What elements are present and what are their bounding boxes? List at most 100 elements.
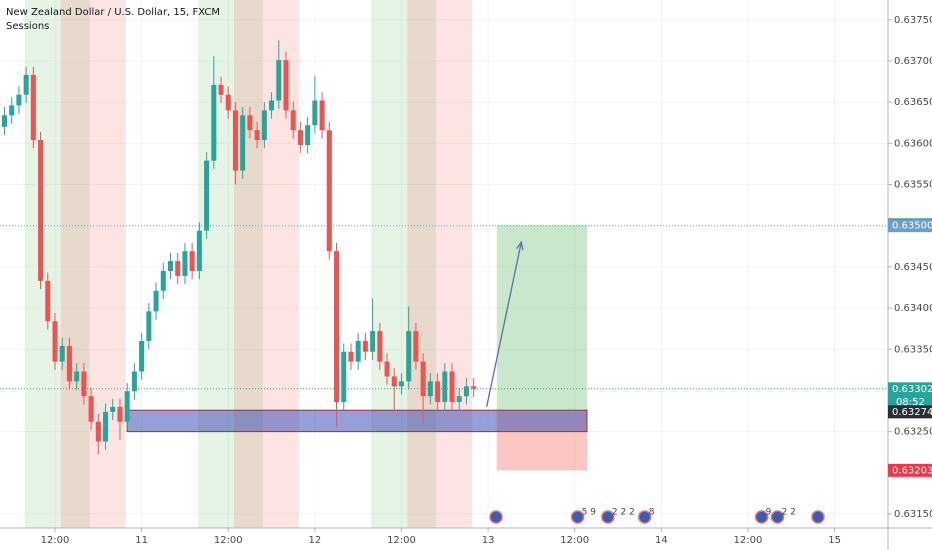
candle-body xyxy=(124,391,130,422)
candle-body xyxy=(45,280,51,322)
event-count: 8 xyxy=(649,508,655,518)
y-tick-label: 0.63650 xyxy=(894,97,932,108)
session-band xyxy=(60,0,126,528)
candle-body xyxy=(384,361,390,377)
candle-body xyxy=(362,341,368,352)
candle-body xyxy=(247,115,253,131)
event-count: 2 2 xyxy=(782,508,796,518)
candle-body xyxy=(175,261,181,276)
session-band xyxy=(407,0,473,528)
price-label: 0.63274 xyxy=(892,407,932,418)
price-label-box xyxy=(888,382,932,409)
y-tick-label: 0.63450 xyxy=(894,262,932,273)
candle-body xyxy=(9,105,15,116)
candle-body xyxy=(269,100,275,111)
candle-body xyxy=(420,361,426,397)
x-tick-label: 13 xyxy=(482,535,495,546)
event-icon[interactable] xyxy=(770,510,785,524)
candle-body xyxy=(81,371,87,397)
x-tick-label: 12:00 xyxy=(41,535,70,546)
y-tick-label: 0.63700 xyxy=(894,56,932,67)
event-icon[interactable] xyxy=(637,510,652,524)
candle-body xyxy=(290,110,296,131)
x-tick-label: 12:00 xyxy=(734,535,763,546)
x-tick-label: 15 xyxy=(828,535,841,546)
event-icon[interactable] xyxy=(570,510,585,524)
candle-body xyxy=(110,406,116,412)
candle-body xyxy=(463,386,469,397)
y-tick-label: 0.63750 xyxy=(894,15,932,26)
candle-body xyxy=(167,261,173,272)
indicator-name: Sessions xyxy=(6,21,49,32)
event-icon[interactable] xyxy=(489,510,503,524)
candle-body xyxy=(160,271,166,291)
candle-body xyxy=(146,311,152,342)
event-count: 9 xyxy=(766,508,772,518)
candle-body xyxy=(23,74,29,95)
event-icon[interactable] xyxy=(754,510,769,524)
countdown: 08:52 xyxy=(896,397,925,408)
candle-body xyxy=(182,251,188,276)
candle-body xyxy=(319,100,325,131)
candle-body xyxy=(406,331,412,382)
candle-body xyxy=(131,371,137,392)
candle-body xyxy=(225,94,231,111)
candle-body xyxy=(211,84,217,161)
candle-body xyxy=(348,351,354,362)
x-tick-label: 11 xyxy=(135,535,148,546)
chart-title: New Zealand Dollar / U.S. Dollar, 15, FX… xyxy=(6,7,220,18)
candle-body xyxy=(297,130,303,145)
candle-body xyxy=(456,396,462,402)
candle-body xyxy=(88,396,94,422)
candle-body xyxy=(312,100,318,126)
candle-body xyxy=(377,331,383,362)
candle-body xyxy=(240,115,246,171)
candle-body xyxy=(59,345,65,362)
candle-body xyxy=(74,371,80,382)
candle-body xyxy=(189,251,195,272)
candle-body xyxy=(261,110,267,141)
session-band xyxy=(371,0,437,528)
session-band xyxy=(197,0,263,528)
candle-body xyxy=(232,110,238,171)
candle-body xyxy=(435,381,441,402)
candle-body xyxy=(370,331,376,352)
candle-body xyxy=(103,411,109,442)
price-label: 0.63203 xyxy=(892,465,932,476)
candle-body xyxy=(341,351,347,402)
candle-body xyxy=(283,60,289,111)
price-label: 0.63302 xyxy=(892,384,932,395)
candle-body xyxy=(413,331,419,362)
candle-body xyxy=(30,74,36,141)
candle-body xyxy=(355,341,361,362)
target-zone xyxy=(496,224,587,412)
candle-body xyxy=(471,386,477,389)
candle-body xyxy=(66,345,72,382)
candle-body xyxy=(254,130,260,141)
candle-body xyxy=(427,381,433,397)
candle-body xyxy=(305,125,311,145)
support-zone xyxy=(126,409,588,433)
candle-body xyxy=(153,290,159,312)
x-tick-label: 14 xyxy=(655,535,668,546)
event-icon[interactable] xyxy=(601,510,615,524)
event-icon[interactable] xyxy=(811,510,825,524)
candle-body xyxy=(95,421,101,442)
candle-body xyxy=(276,60,282,101)
y-tick-label: 0.63400 xyxy=(894,303,932,314)
price-label-box xyxy=(888,219,932,233)
candle-body xyxy=(196,230,202,272)
candle-body xyxy=(204,160,210,231)
price-label-box xyxy=(888,405,932,419)
candle-body xyxy=(449,371,455,402)
candle-body xyxy=(38,140,44,281)
price-label-box xyxy=(888,463,932,477)
candle-body xyxy=(391,376,397,387)
candle-body xyxy=(16,94,22,106)
x-tick-label: 12 xyxy=(308,535,321,546)
candle-body xyxy=(334,251,340,402)
x-tick-label: 12:00 xyxy=(560,535,589,546)
